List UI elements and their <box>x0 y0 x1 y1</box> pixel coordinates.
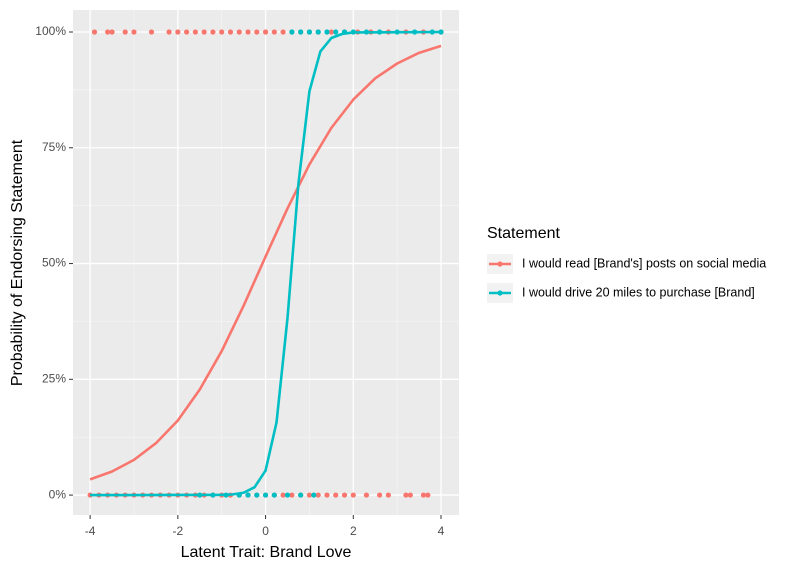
point <box>328 29 334 35</box>
point <box>298 492 304 498</box>
point <box>271 29 277 35</box>
curve <box>89 44 442 481</box>
legend-key-point <box>497 290 503 296</box>
point <box>280 492 286 498</box>
x-axis-title: Latent Trait: Brand Love <box>181 544 352 561</box>
point <box>175 29 181 35</box>
x-tick-label: 4 <box>438 524 445 538</box>
point <box>341 492 348 498</box>
point <box>324 492 330 498</box>
point <box>333 492 339 498</box>
legend-label: I would drive 20 miles to purchase [Bran… <box>522 285 755 299</box>
point <box>363 492 370 498</box>
point <box>280 29 286 35</box>
point <box>254 492 260 498</box>
point <box>201 29 207 35</box>
point <box>227 29 234 35</box>
point <box>324 29 330 35</box>
point <box>333 29 339 35</box>
point <box>245 492 251 498</box>
point <box>407 492 413 498</box>
point <box>236 29 242 35</box>
point <box>184 29 190 35</box>
x-tick-label: -4 <box>85 524 96 538</box>
point <box>377 492 383 498</box>
x-tick-label: 2 <box>350 524 357 538</box>
y-tick-label: 25% <box>42 371 66 385</box>
point <box>315 29 321 35</box>
point <box>122 29 128 35</box>
curve <box>90 30 442 497</box>
point <box>284 492 291 498</box>
legend-label: I would read [Brand's] posts on social m… <box>522 256 766 270</box>
point <box>315 492 321 498</box>
point <box>131 29 137 35</box>
point <box>298 29 304 35</box>
point <box>311 492 317 498</box>
legend: I would read [Brand's] posts on social m… <box>487 254 766 303</box>
point <box>350 492 356 498</box>
point <box>219 29 225 35</box>
point <box>271 492 277 498</box>
x-tick-label: 0 <box>262 524 269 538</box>
point <box>425 492 431 498</box>
point <box>306 29 313 35</box>
x-tick-label: -2 <box>172 524 183 538</box>
y-tick-label: 100% <box>35 24 66 38</box>
point <box>289 492 295 498</box>
point <box>403 492 409 498</box>
point <box>262 492 269 498</box>
y-tick-label: 50% <box>42 256 66 270</box>
marks <box>87 29 444 498</box>
legend-title: Statement <box>487 225 560 242</box>
point <box>210 29 216 35</box>
point <box>262 29 269 35</box>
point <box>420 492 427 498</box>
point <box>91 29 98 35</box>
point <box>166 29 172 35</box>
y-axis-title: Probability of Endorsing Statement <box>9 139 26 386</box>
point <box>254 29 260 35</box>
point <box>148 29 155 35</box>
point <box>192 29 198 35</box>
y-tick-label: 0% <box>49 487 67 501</box>
legend-key-point <box>497 261 503 267</box>
point <box>105 29 111 35</box>
point <box>109 29 115 35</box>
point <box>289 29 295 35</box>
point <box>385 492 391 498</box>
point <box>306 492 313 498</box>
point <box>245 29 251 35</box>
y-tick-label: 75% <box>42 140 66 154</box>
